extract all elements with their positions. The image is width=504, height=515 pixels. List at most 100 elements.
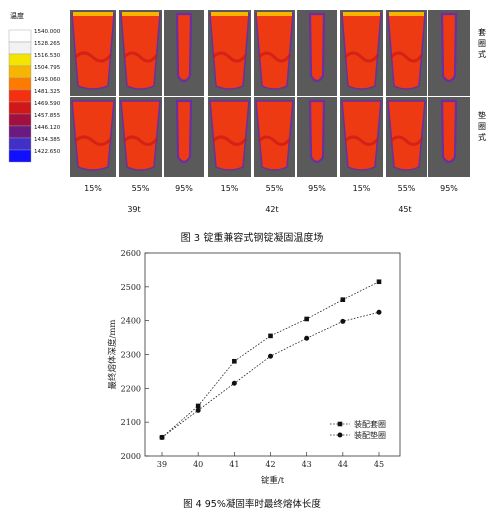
legend-swatch — [8, 113, 32, 127]
figure4-caption: 图 4 95%凝固率时最终熔体长度 — [183, 499, 321, 510]
data-point-square — [340, 297, 346, 302]
liquid-region — [387, 100, 426, 171]
percent-label: 15% — [221, 184, 239, 193]
liquid-region — [387, 13, 426, 90]
percent-label: 55% — [132, 184, 150, 193]
weight-label: 45t — [398, 205, 411, 214]
y-axis-label: 最终熔体深度/mm — [107, 320, 118, 390]
liquid-region — [209, 13, 250, 90]
legend-title: 温度 — [10, 11, 24, 20]
liquid-region — [120, 100, 161, 171]
y-tick-label: 2500 — [121, 283, 141, 292]
x-tick-label: 39 — [157, 460, 167, 469]
plot-frame — [144, 252, 401, 457]
temperature-contour — [122, 51, 159, 63]
percent-label: 15% — [84, 184, 102, 193]
temperature-contour — [122, 135, 159, 146]
data-point-square — [304, 316, 309, 322]
legend-label: 装配垫圈 — [354, 430, 386, 440]
percent-labels: 15% 55% 95% 15% 55% 95% 15% 55% 95% — [84, 184, 458, 193]
data-point-circle — [340, 318, 346, 324]
series-line — [161, 281, 380, 438]
legend-value: 1446.120 — [34, 125, 61, 131]
x-tick-label: 42 — [265, 460, 275, 469]
temperature-contour — [211, 51, 248, 63]
series-line — [161, 311, 380, 438]
legend-swatch — [8, 137, 32, 151]
legend-swatch — [8, 89, 32, 103]
temperature-contour — [257, 135, 292, 146]
y-tick-label: 2600 — [121, 249, 141, 258]
data-point-circle — [231, 380, 237, 386]
figure3-caption: 图 3 锭重兼容式钢锭凝固温度场 — [180, 233, 324, 244]
hot-top — [211, 12, 248, 16]
percent-label: 95% — [440, 184, 458, 193]
legend-swatch — [8, 77, 32, 91]
temperature-contour — [343, 51, 380, 63]
chart-area: 2000 2100 2200 2300 2400 2500 2600 39 40 41 42 43 44… — [107, 249, 401, 486]
legend-swatch — [8, 41, 32, 55]
liquid-region — [209, 100, 250, 171]
legend-marker-square — [337, 421, 343, 427]
temperature-contour — [343, 135, 380, 146]
percent-label: 15% — [353, 184, 371, 193]
data-point-square — [376, 279, 382, 285]
temperature-contour — [389, 135, 424, 146]
legend-value: 1457.855 — [34, 113, 61, 119]
legend-value: 1516.530 — [34, 53, 61, 59]
legend-value: 1528.265 — [34, 41, 61, 47]
liquid-region — [255, 13, 294, 90]
liquid-core — [175, 12, 193, 83]
temperature-contour — [389, 51, 424, 63]
percent-label: 95% — [175, 184, 193, 193]
legend-value: 1504.795 — [34, 65, 61, 71]
y-tick-label: 2200 — [121, 384, 141, 393]
legend-swatch — [8, 149, 32, 163]
x-tick-label: 41 — [229, 460, 239, 469]
temperature-field-figure: 温度 1540.000 1528.265 1516.530 1504.795 1493.… — [0, 0, 504, 230]
percent-label: 55% — [398, 184, 416, 193]
row-label-bottom: 垫圈式 — [478, 110, 486, 142]
hot-top — [389, 12, 424, 16]
liquid-region — [341, 100, 382, 171]
percent-label: 95% — [308, 184, 326, 193]
hot-top — [257, 12, 292, 16]
x-tick-label: 44 — [338, 460, 348, 469]
data-point-square — [232, 358, 237, 364]
temperature-legend: 1540.000 1528.265 1516.530 1504.795 1493.060… — [8, 29, 61, 163]
liquid-region — [71, 100, 115, 171]
data-point-square — [268, 333, 273, 339]
data-point-circle — [304, 335, 310, 341]
ingot-grid — [70, 10, 470, 177]
weight-label: 39t — [127, 205, 140, 214]
x-tick-label: 45 — [374, 460, 384, 469]
liquid-region — [341, 13, 382, 90]
data-point-circle — [268, 353, 273, 359]
liquid-core — [440, 99, 458, 164]
percent-label: 55% — [266, 184, 284, 193]
liquid-core — [308, 12, 326, 83]
hot-top — [73, 12, 113, 16]
temperature-contour — [257, 51, 292, 63]
legend-swatch — [8, 65, 32, 79]
legend-value: 1540.000 — [34, 29, 61, 35]
data-point-circle — [195, 407, 201, 413]
hot-top — [343, 12, 380, 16]
hot-top — [122, 12, 159, 16]
temperature-contour — [211, 135, 248, 146]
weight-labels: 39t 42t 45t — [127, 205, 411, 214]
legend-swatch — [8, 29, 32, 43]
legend-value: 1493.060 — [34, 77, 61, 83]
temperature-contour — [73, 51, 113, 63]
liquid-core — [308, 99, 326, 164]
weight-label: 42t — [265, 205, 278, 214]
liquid-core — [175, 99, 193, 164]
data-point-circle — [159, 434, 165, 440]
x-tick-label: 40 — [193, 460, 203, 469]
data-point-circle — [376, 309, 382, 315]
x-tick-label: 43 — [302, 460, 312, 469]
data-point-square — [195, 403, 201, 409]
y-tick-label: 2100 — [121, 418, 141, 427]
legend-value: 1469.590 — [34, 101, 61, 107]
temperature-contour — [73, 135, 113, 146]
